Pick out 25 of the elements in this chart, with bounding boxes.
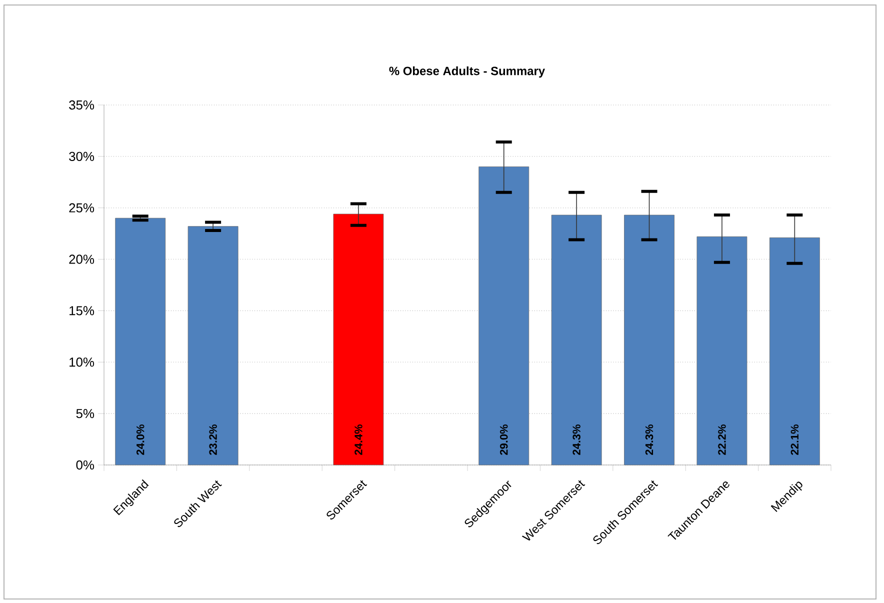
bar <box>115 218 166 466</box>
y-tick-label: 5% <box>76 409 94 418</box>
data-label: 24.4% <box>354 424 362 455</box>
data-label: 29.0% <box>500 424 508 455</box>
data-label: 23.2% <box>209 424 217 455</box>
bar <box>696 236 748 466</box>
bar <box>551 214 602 466</box>
y-tick-label: 25% <box>69 203 94 212</box>
data-label: 22.2% <box>718 424 726 455</box>
data-label: 22.1% <box>790 424 799 455</box>
bar <box>188 226 238 466</box>
y-tick-label: 15% <box>70 306 94 316</box>
y-tick-label: 30% <box>69 152 94 161</box>
y-tick-label: 35% <box>69 100 94 110</box>
y-tick-label: 20% <box>69 254 94 264</box>
bar <box>333 214 384 466</box>
bar <box>478 166 530 466</box>
data-label: 24.3% <box>572 424 580 455</box>
bar <box>769 237 820 466</box>
y-tick-label: 0% <box>76 460 94 470</box>
data-label: 24.0% <box>136 424 144 455</box>
bar <box>624 214 674 466</box>
y-tick-label: 10% <box>70 358 94 367</box>
chart-title: % Obese Adults - Summary <box>389 66 545 78</box>
data-label: 24.3% <box>645 424 654 455</box>
